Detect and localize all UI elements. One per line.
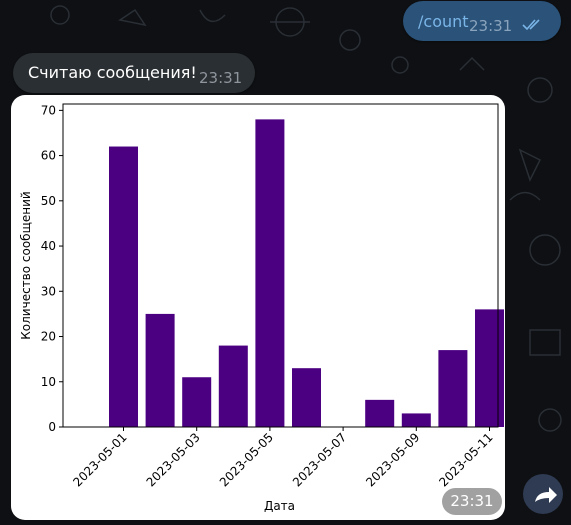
incoming-message-bubble[interactable]: Считаю сообщения! 23:31 (13, 53, 255, 93)
y-tick-label: 50 (41, 194, 56, 208)
forward-arrow-icon (523, 474, 563, 514)
chart-bar (255, 119, 284, 427)
y-tick-label: 60 (41, 149, 56, 163)
chart-bar (365, 400, 394, 427)
x-tick-label: 2023-05-07 (290, 430, 349, 489)
chart-bar (475, 309, 504, 427)
chart-bar (219, 346, 248, 427)
y-axis-label: Количество сообщений (19, 191, 33, 339)
y-tick-label: 0 (48, 420, 56, 434)
y-tick-label: 20 (41, 330, 56, 344)
chart-bar (182, 377, 211, 427)
chart-photo-message[interactable]: 0 10 20 30 40 50 60 70 2023-05-01 2023-05-03 2023-… (11, 95, 505, 520)
chart-bar (146, 314, 175, 427)
x-tick-label: 2023-05-11 (436, 430, 495, 489)
outgoing-message-bubble[interactable]: /count 23:31 (403, 1, 561, 41)
y-tick-label: 10 (41, 375, 56, 389)
outgoing-message-time: 23:31 (469, 17, 512, 35)
incoming-message-time: 23:31 (199, 69, 242, 87)
y-tick-label: 40 (41, 239, 56, 253)
x-axis-label: Дата (264, 499, 295, 513)
x-tick-label: 2023-05-05 (217, 430, 276, 489)
chart-bar (402, 413, 431, 427)
outgoing-message-text[interactable]: /count (418, 12, 469, 31)
y-tick-label: 30 (41, 284, 56, 298)
x-tick-label: 2023-05-03 (144, 430, 203, 489)
chart-bar (292, 368, 321, 427)
x-tick-label: 2023-05-09 (363, 430, 422, 489)
y-tick-label: 70 (41, 103, 56, 117)
chart-bar (438, 350, 467, 427)
double-check-icon (522, 19, 544, 31)
forward-button[interactable] (523, 474, 563, 514)
incoming-message-text: Считаю сообщения! (28, 63, 197, 82)
x-tick-label: 2023-05-01 (70, 430, 129, 489)
chart-bar (109, 147, 138, 427)
photo-message-time: 23:31 (442, 488, 502, 515)
